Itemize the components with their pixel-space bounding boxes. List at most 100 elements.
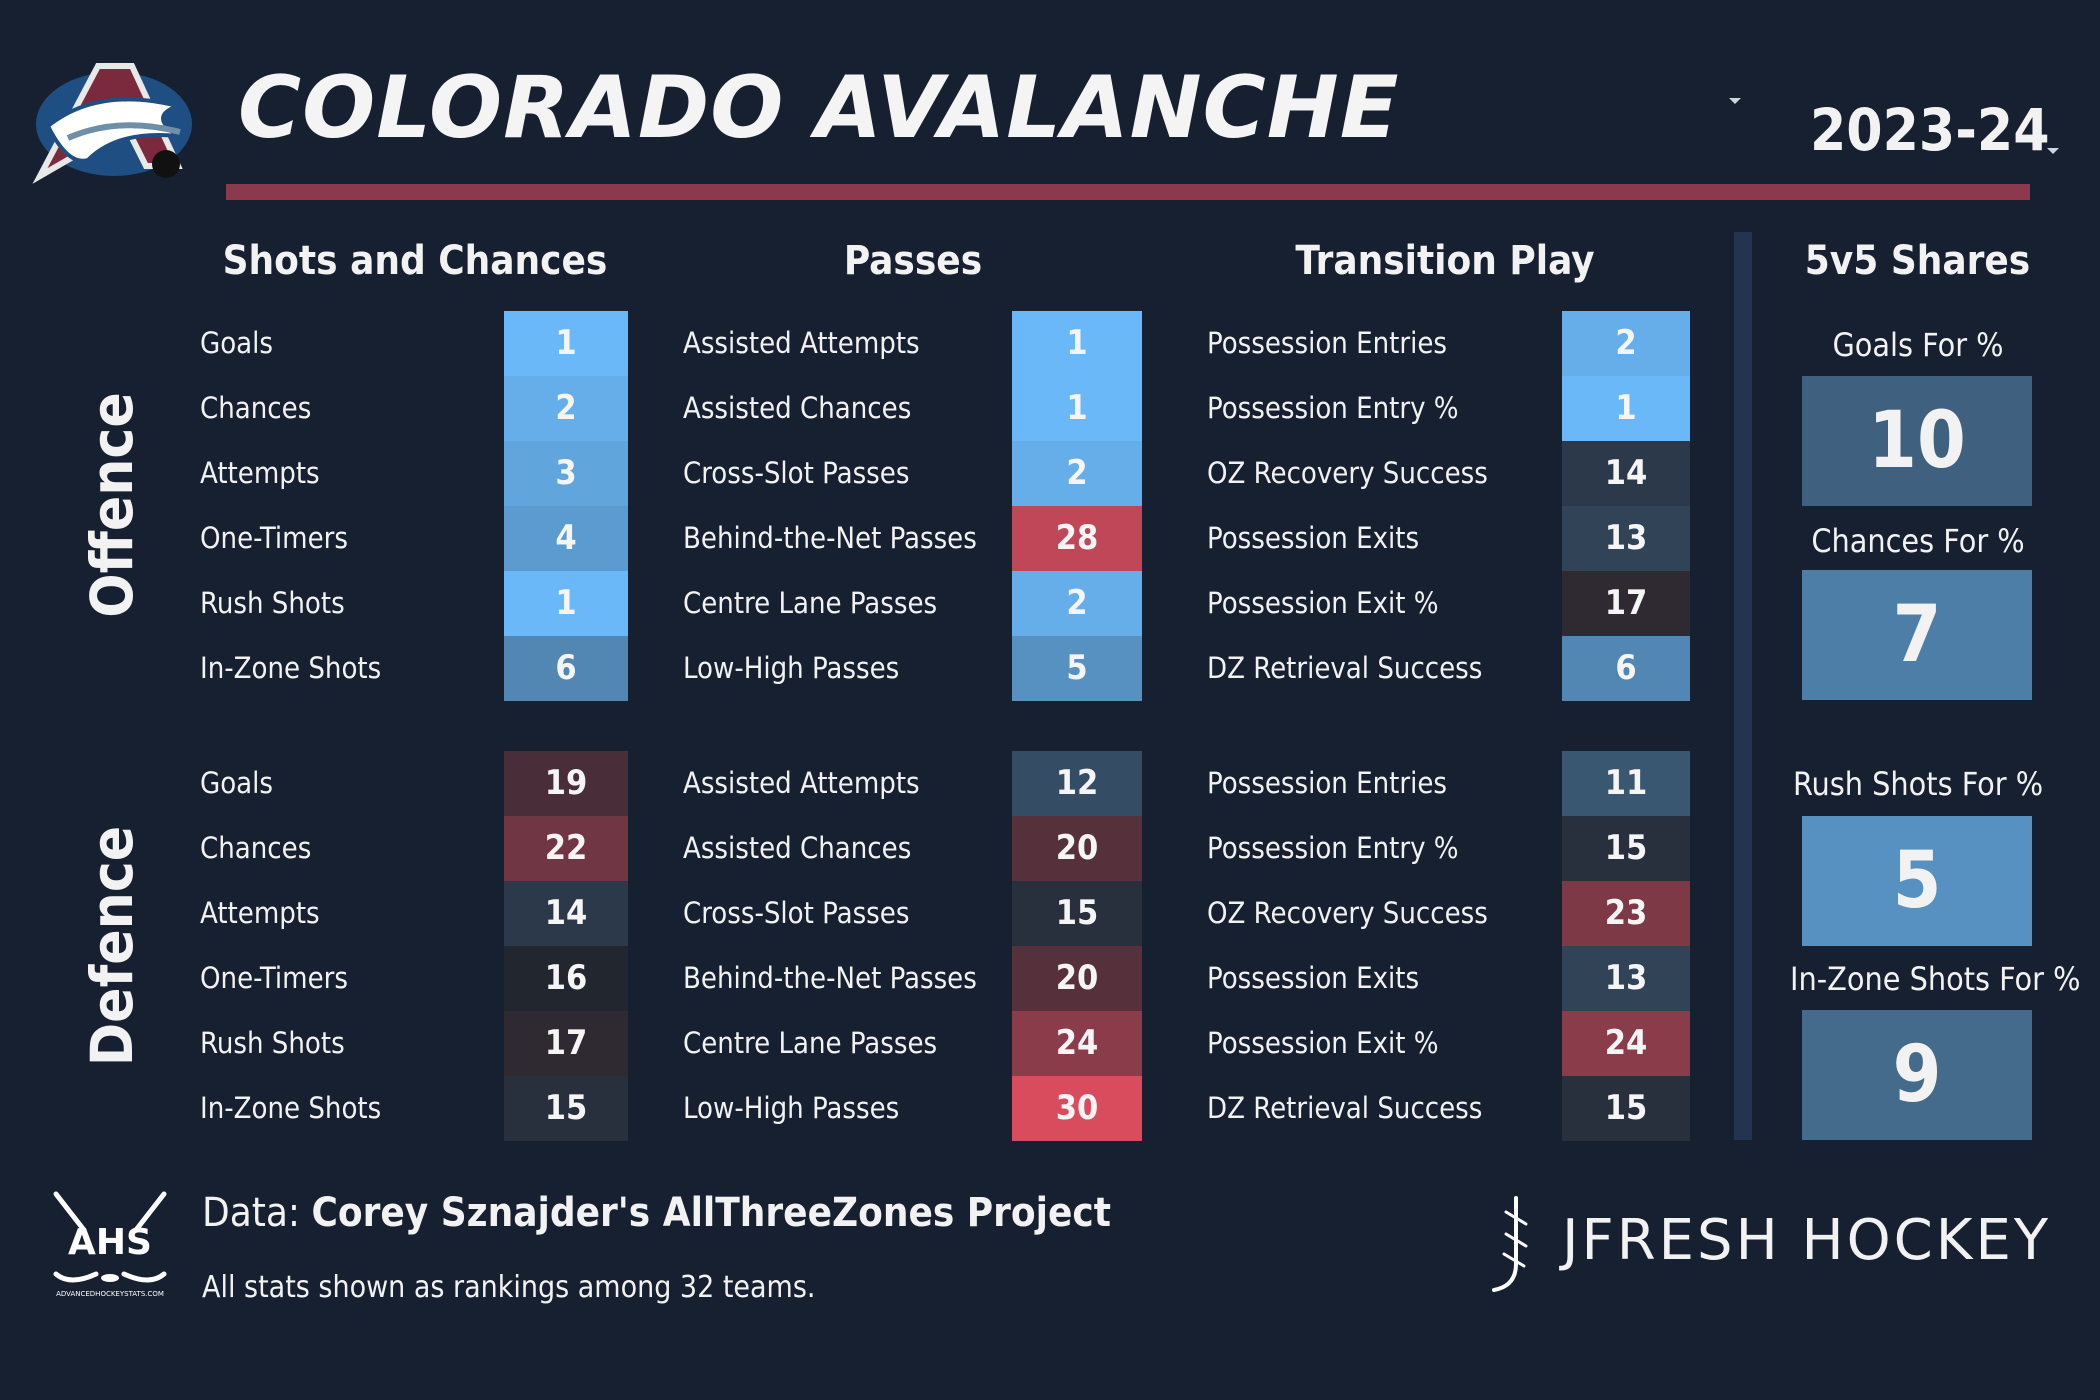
defence-transition-rank-cell: 15 (1562, 816, 1690, 881)
defence-shots-rank-cell: 17 (504, 1011, 628, 1076)
ahs-logo-url: ADVANCEDHOCKEYSTATS.COM (56, 1290, 164, 1298)
offence-transition-rank-cell: 6 (1562, 636, 1690, 701)
share-value-chances-for: 7 (1802, 570, 2032, 700)
data-source-name: Corey Sznajder's AllThreeZones Project (311, 1190, 1111, 1236)
defence-shots-rank-cell: 15 (504, 1076, 628, 1141)
offence-passes-rank-cell: 5 (1012, 636, 1142, 701)
defence-transition-row-label: OZ Recovery Success (1207, 896, 1488, 930)
team-title: COLORADO AVALANCHE (238, 58, 1400, 158)
brand-name: JFRESH HOCKEY (1562, 1208, 2052, 1273)
column-heading-shots: Shots and Chances (222, 238, 608, 284)
offence-passes-row-label: Low-High Passes (683, 651, 900, 685)
offence-passes-rank-cell: 2 (1012, 441, 1142, 506)
offence-transition-rank-cell: 17 (1562, 571, 1690, 636)
offence-passes-row-label: Centre Lane Passes (683, 586, 938, 620)
defence-transition-rank-cell: 15 (1562, 1076, 1690, 1141)
offence-passes-rank-cell: 1 (1012, 376, 1142, 441)
title-divider (226, 184, 2030, 200)
offence-passes-row-label: Assisted Attempts (683, 326, 920, 360)
defence-passes-rank-cell: 30 (1012, 1076, 1142, 1141)
offence-shots-rank-cell: 1 (504, 571, 628, 636)
offence-passes-row-label: Assisted Chances (683, 391, 912, 425)
section-label-defence: Defence (78, 825, 146, 1067)
offence-shots-rank-cell: 3 (504, 441, 628, 506)
share-value-rush-shots-for: 5 (1802, 816, 2032, 946)
offence-passes-rank-cell: 1 (1012, 311, 1142, 376)
share-value-goals-for: 10 (1802, 376, 2032, 506)
defence-shots-rank-cell: 19 (504, 751, 628, 816)
offence-shots-row-label: One-Timers (200, 521, 348, 555)
defence-shots-row-label: Rush Shots (200, 1026, 345, 1060)
defence-passes-rank-cell: 20 (1012, 946, 1142, 1011)
offence-transition-rank-cell: 2 (1562, 311, 1690, 376)
team-logo (32, 63, 192, 184)
offence-transition-rank-cell: 1 (1562, 376, 1690, 441)
defence-passes-rank-cell: 24 (1012, 1011, 1142, 1076)
defence-passes-row-label: Centre Lane Passes (683, 1026, 938, 1060)
defence-passes-row-label: Cross-Slot Passes (683, 896, 910, 930)
defence-transition-row-label: Possession Entries (1207, 766, 1447, 800)
offence-shots-row-label: Chances (200, 391, 312, 425)
share-title-goals-for: Goals For % (1832, 326, 2004, 364)
share-title-in-zone-shots-for: In-Zone Shots For % (1790, 960, 2081, 998)
offence-shots-row-label: In-Zone Shots (200, 651, 382, 685)
offence-passes-rank-cell: 2 (1012, 571, 1142, 636)
defence-passes-rank-cell: 15 (1012, 881, 1142, 946)
season-dropdown-chevron-down-icon[interactable] (2045, 144, 2061, 158)
offence-shots-rank-cell: 1 (504, 311, 628, 376)
defence-shots-row-label: Goals (200, 766, 274, 800)
offence-shots-row-label: Goals (200, 326, 274, 360)
defence-transition-row-label: Possession Exits (1207, 961, 1420, 995)
data-source-prefix: Data: (202, 1190, 312, 1236)
share-value-in-zone-shots-for: 9 (1802, 1010, 2032, 1140)
defence-passes-row-label: Assisted Chances (683, 831, 912, 865)
team-dropdown-chevron-down-icon[interactable] (1727, 94, 1743, 108)
defence-transition-rank-cell: 24 (1562, 1011, 1690, 1076)
jfresh-stick-icon (1492, 1196, 1528, 1292)
offence-transition-row-label: DZ Retrieval Success (1207, 651, 1483, 685)
column-heading-passes: Passes (843, 238, 983, 284)
offence-shots-rank-cell: 6 (504, 636, 628, 701)
rank-note: All stats shown as rankings among 32 tea… (202, 1270, 816, 1305)
defence-shots-row-label: Attempts (200, 896, 320, 930)
offence-shots-row-label: Rush Shots (200, 586, 345, 620)
column-heading-shares: 5v5 Shares (1804, 238, 2031, 284)
defence-shots-rank-cell: 14 (504, 881, 628, 946)
ahs-logo: AHS ADVANCEDHOCKEYSTATS.COM (53, 1191, 167, 1298)
defence-transition-rank-cell: 23 (1562, 881, 1690, 946)
offence-passes-row-label: Cross-Slot Passes (683, 456, 910, 490)
offence-shots-rank-cell: 4 (504, 506, 628, 571)
defence-passes-rank-cell: 20 (1012, 816, 1142, 881)
defence-shots-rank-cell: 22 (504, 816, 628, 881)
section-label-offence: Offence (78, 392, 146, 618)
offence-shots-rank-cell: 2 (504, 376, 628, 441)
offence-shots-row-label: Attempts (200, 456, 320, 490)
offence-transition-rank-cell: 13 (1562, 506, 1690, 571)
defence-transition-row-label: DZ Retrieval Success (1207, 1091, 1483, 1125)
offence-passes-row-label: Behind-the-Net Passes (683, 521, 977, 555)
shares-divider (1734, 232, 1752, 1140)
defence-transition-row-label: Possession Exit % (1207, 1026, 1439, 1060)
offence-transition-row-label: Possession Exits (1207, 521, 1420, 555)
season-selector[interactable]: 2023-24 (1810, 96, 2050, 164)
offence-transition-row-label: Possession Entries (1207, 326, 1447, 360)
defence-passes-row-label: Low-High Passes (683, 1091, 900, 1125)
defence-passes-row-label: Assisted Attempts (683, 766, 920, 800)
defence-transition-row-label: Possession Entry % (1207, 831, 1459, 865)
defence-shots-row-label: In-Zone Shots (200, 1091, 382, 1125)
defence-transition-rank-cell: 13 (1562, 946, 1690, 1011)
offence-passes-rank-cell: 28 (1012, 506, 1142, 571)
data-source: Data: Corey Sznajder's AllThreeZones Pro… (202, 1190, 1111, 1236)
defence-shots-row-label: One-Timers (200, 961, 348, 995)
offence-transition-row-label: Possession Entry % (1207, 391, 1459, 425)
defence-shots-row-label: Chances (200, 831, 312, 865)
share-title-rush-shots-for: Rush Shots For % (1792, 765, 2044, 803)
defence-passes-row-label: Behind-the-Net Passes (683, 961, 977, 995)
share-title-chances-for: Chances For % (1811, 522, 2025, 560)
ahs-logo-text: AHS (68, 1222, 152, 1263)
defence-transition-rank-cell: 11 (1562, 751, 1690, 816)
defence-passes-rank-cell: 12 (1012, 751, 1142, 816)
offence-transition-row-label: Possession Exit % (1207, 586, 1439, 620)
offence-transition-rank-cell: 14 (1562, 441, 1690, 506)
offence-transition-row-label: OZ Recovery Success (1207, 456, 1488, 490)
